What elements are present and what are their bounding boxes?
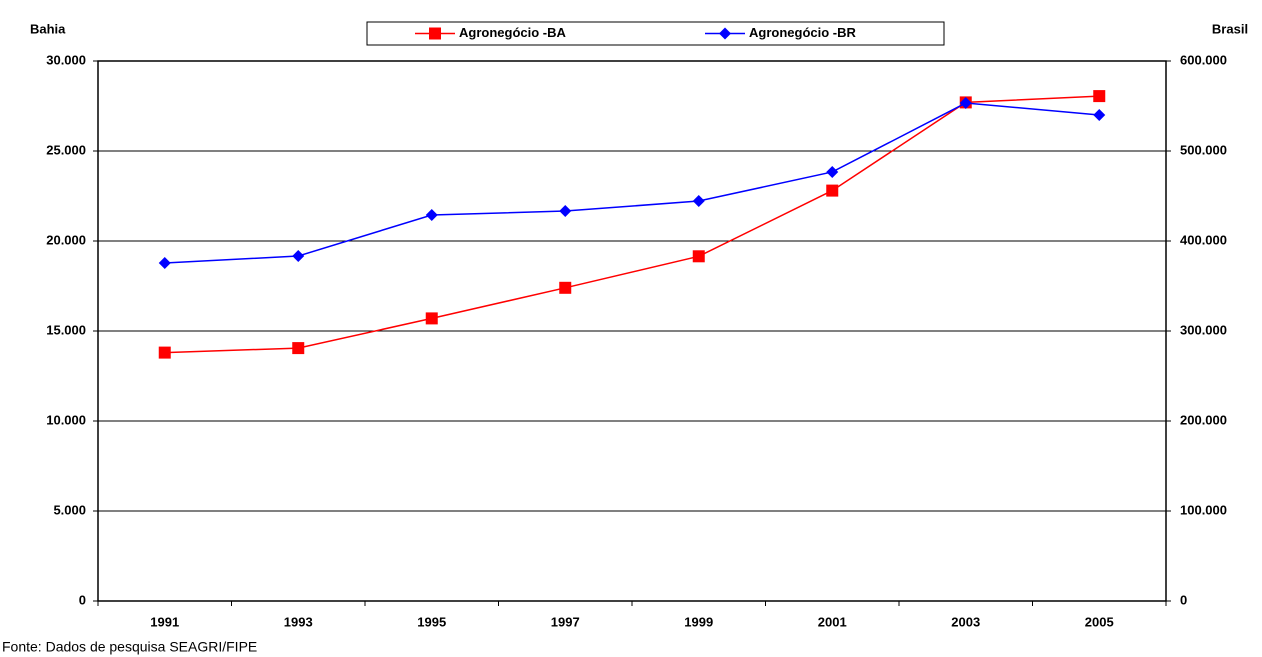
x-tick-label: 1997 (551, 614, 580, 629)
x-tick-label: 1999 (684, 614, 713, 629)
data-point (292, 342, 305, 355)
data-point (158, 346, 171, 359)
data-point (425, 312, 438, 325)
legend-marker (719, 27, 731, 40)
data-point (292, 250, 305, 263)
y2-tick-label: 600.000 (1180, 52, 1227, 67)
data-point (826, 165, 839, 178)
data-point (959, 97, 972, 110)
data-point (1093, 90, 1106, 103)
data-point (158, 256, 171, 269)
series-line (164, 95, 1100, 354)
series-line (164, 102, 1100, 264)
data-point (1093, 109, 1106, 121)
data-point (425, 208, 438, 221)
y2-tick-label: 100.000 (1180, 502, 1227, 517)
legend-label: Agronegócio -BR (749, 25, 856, 40)
legend-label: Agronegócio -BA (459, 25, 566, 40)
y-tick-label: 10.000 (46, 412, 86, 427)
y-axis-title: Bahia (30, 21, 66, 36)
y2-tick-label: 300.000 (1180, 322, 1227, 337)
y2-tick-label: 400.000 (1180, 232, 1227, 247)
x-tick-label: 1995 (417, 614, 446, 629)
y2-axis-title: Brasil (1212, 21, 1248, 36)
y-tick-label: 15.000 (46, 322, 86, 337)
source-note: Fonte: Dados de pesquisa SEAGRI/FIPE (2, 639, 257, 655)
data-point (692, 250, 705, 263)
y-tick-label: 25.000 (46, 142, 86, 157)
legend-box (366, 21, 945, 46)
data-point (826, 184, 839, 197)
y-tick-label: 30.000 (46, 52, 86, 67)
x-tick-label: 1993 (284, 614, 313, 629)
x-tick-label: 2003 (951, 614, 980, 629)
data-point (559, 205, 572, 218)
x-tick-label: 1991 (150, 614, 179, 629)
y2-tick-label: 500.000 (1180, 142, 1227, 157)
y2-tick-label: 200.000 (1180, 412, 1227, 427)
legend-marker (429, 27, 441, 40)
y2-tick-label: 0 (1180, 592, 1187, 607)
x-tick-label: 2005 (1085, 614, 1114, 629)
x-tick-label: 2001 (818, 614, 847, 629)
y-tick-label: 20.000 (46, 232, 86, 247)
data-point (692, 195, 705, 208)
data-point (559, 281, 572, 294)
y-tick-label: 5.000 (53, 502, 86, 517)
y-tick-label: 0 (79, 592, 86, 607)
